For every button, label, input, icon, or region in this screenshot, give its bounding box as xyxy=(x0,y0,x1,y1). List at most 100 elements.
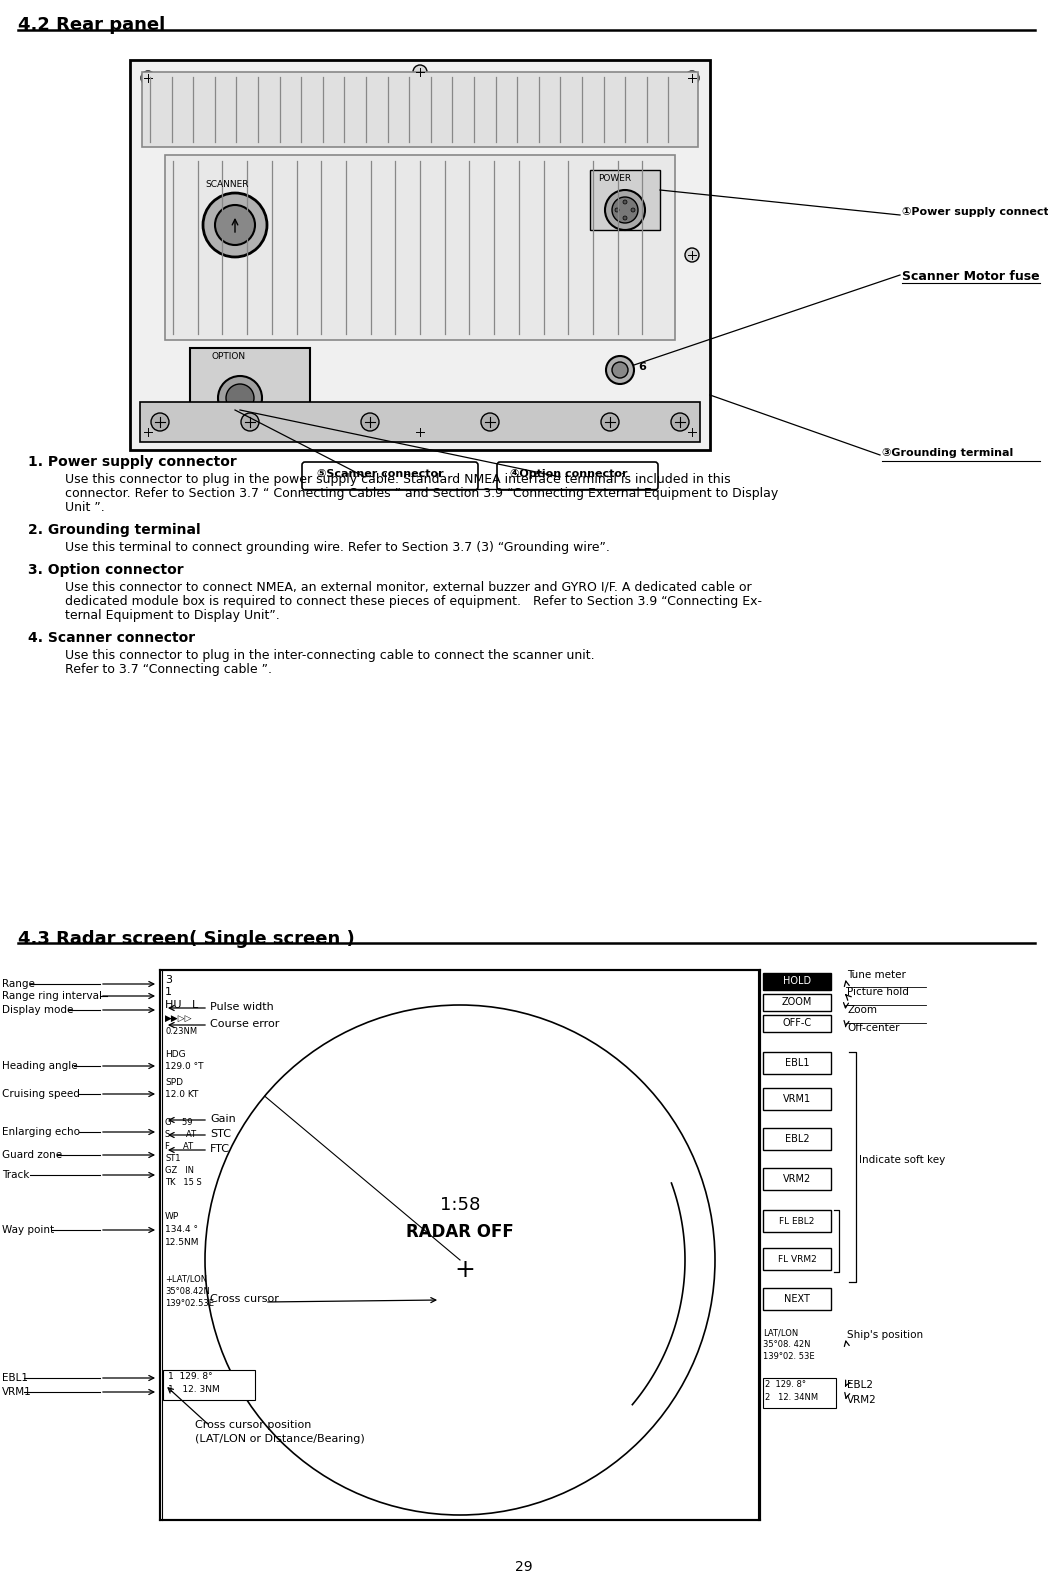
Bar xyxy=(763,1129,831,1151)
Circle shape xyxy=(205,1005,715,1515)
Circle shape xyxy=(612,197,638,223)
Circle shape xyxy=(685,71,699,86)
Text: Off-center: Off-center xyxy=(847,1022,899,1033)
Text: EBL1: EBL1 xyxy=(785,1059,809,1068)
Text: 134.4 °: 134.4 ° xyxy=(165,1225,198,1235)
Circle shape xyxy=(141,71,155,86)
Text: (LAT/LON or Distance/Bearing): (LAT/LON or Distance/Bearing) xyxy=(195,1434,365,1444)
Text: +LAT/LON: +LAT/LON xyxy=(165,1274,208,1284)
Text: G    59: G 59 xyxy=(165,1117,193,1127)
Text: Display mode: Display mode xyxy=(2,1005,73,1014)
Text: FTC: FTC xyxy=(210,1144,230,1154)
Text: Scanner Motor fuse: Scanner Motor fuse xyxy=(902,269,1040,284)
Text: Cross cursor position: Cross cursor position xyxy=(195,1420,311,1430)
Circle shape xyxy=(151,414,169,431)
Text: Tune meter: Tune meter xyxy=(847,970,905,980)
Bar xyxy=(763,1209,831,1232)
Bar xyxy=(165,155,675,341)
Text: Enlarging echo: Enlarging echo xyxy=(2,1127,80,1136)
Text: EBL2: EBL2 xyxy=(847,1381,873,1390)
Circle shape xyxy=(361,414,379,431)
Circle shape xyxy=(623,216,627,220)
Text: Refer to 3.7 “Connecting cable ”.: Refer to 3.7 “Connecting cable ”. xyxy=(65,663,272,675)
Text: 139°02.53E: 139°02.53E xyxy=(165,1300,214,1308)
Text: FL EBL2: FL EBL2 xyxy=(780,1217,814,1225)
Circle shape xyxy=(203,193,267,257)
Bar xyxy=(140,403,700,442)
Text: 4.2 Rear panel: 4.2 Rear panel xyxy=(18,16,166,33)
FancyBboxPatch shape xyxy=(497,461,658,490)
Text: GZ   IN: GZ IN xyxy=(165,1167,194,1174)
Text: 2. Grounding terminal: 2. Grounding terminal xyxy=(28,523,200,537)
Text: WP: WP xyxy=(165,1213,179,1220)
Text: EBL2: EBL2 xyxy=(785,1133,809,1144)
Text: Pulse width: Pulse width xyxy=(210,1002,274,1011)
Circle shape xyxy=(413,425,427,439)
Bar xyxy=(590,170,660,230)
Text: Unit ”.: Unit ”. xyxy=(65,501,105,514)
Text: ①Power supply connector: ①Power supply connector xyxy=(902,208,1048,217)
Bar xyxy=(160,970,760,1520)
Text: Ship's position: Ship's position xyxy=(847,1330,923,1339)
Text: Track: Track xyxy=(2,1170,29,1179)
Bar xyxy=(763,1052,831,1075)
Text: Cruising speed: Cruising speed xyxy=(2,1089,80,1098)
Text: ④Option connector: ④Option connector xyxy=(510,469,628,479)
Bar xyxy=(190,349,310,426)
Text: TK   15 S: TK 15 S xyxy=(165,1178,202,1187)
Text: 2   12. 34NM: 2 12. 34NM xyxy=(765,1393,818,1403)
Bar xyxy=(763,1247,831,1270)
Circle shape xyxy=(226,384,254,412)
Circle shape xyxy=(141,425,155,439)
Text: POWER: POWER xyxy=(598,174,631,182)
Text: Guard zone: Guard zone xyxy=(2,1151,62,1160)
Text: 129.0 °T: 129.0 °T xyxy=(165,1062,203,1071)
Text: 35°08. 42N: 35°08. 42N xyxy=(763,1339,810,1349)
Text: HDG: HDG xyxy=(165,1049,185,1059)
Circle shape xyxy=(612,361,628,377)
Text: ③Grounding terminal: ③Grounding terminal xyxy=(882,449,1013,458)
Circle shape xyxy=(631,208,635,212)
Text: 3. Option connector: 3. Option connector xyxy=(28,563,183,577)
Text: F     AT: F AT xyxy=(165,1143,193,1151)
Circle shape xyxy=(671,414,689,431)
Text: ZOOM: ZOOM xyxy=(782,997,812,1006)
Text: NEXT: NEXT xyxy=(784,1293,810,1304)
Text: 1   12. 3NM: 1 12. 3NM xyxy=(168,1385,220,1393)
Text: HU   L: HU L xyxy=(165,1000,198,1010)
Text: Range: Range xyxy=(2,980,35,989)
Text: Gain: Gain xyxy=(210,1114,236,1124)
Circle shape xyxy=(606,357,634,384)
Text: Use this terminal to connect grounding wire. Refer to Section 3.7 (3) “Grounding: Use this terminal to connect grounding w… xyxy=(65,540,610,555)
Text: +: + xyxy=(455,1258,476,1282)
Circle shape xyxy=(685,247,699,262)
Text: Picture hold: Picture hold xyxy=(847,987,909,997)
Text: Use this connector to plug in the power supply cable. Standard NMEA interface te: Use this connector to plug in the power … xyxy=(65,472,730,487)
Circle shape xyxy=(605,190,645,230)
Text: ST1: ST1 xyxy=(165,1154,180,1163)
Text: Range ring interval: Range ring interval xyxy=(2,991,102,1002)
Text: 6: 6 xyxy=(638,361,646,372)
Bar xyxy=(763,1168,831,1190)
Text: 1. Power supply connector: 1. Power supply connector xyxy=(28,455,237,469)
Text: Use this connector to plug in the inter-connecting cable to connect the scanner : Use this connector to plug in the inter-… xyxy=(65,648,594,663)
Text: 3: 3 xyxy=(165,975,172,984)
Text: 0.23NM: 0.23NM xyxy=(165,1027,197,1037)
Text: 1:58: 1:58 xyxy=(440,1197,480,1214)
Circle shape xyxy=(623,200,627,204)
Bar xyxy=(763,1087,831,1110)
Text: Cross cursor: Cross cursor xyxy=(210,1293,279,1304)
Text: 4. Scanner connector: 4. Scanner connector xyxy=(28,631,195,645)
FancyBboxPatch shape xyxy=(302,461,478,490)
Circle shape xyxy=(601,414,619,431)
Circle shape xyxy=(481,414,499,431)
Text: 35°08.42N: 35°08.42N xyxy=(165,1287,210,1297)
Text: 2  129. 8°: 2 129. 8° xyxy=(765,1381,806,1388)
Circle shape xyxy=(615,208,619,212)
Text: VRM1: VRM1 xyxy=(783,1094,811,1105)
Text: 12.5NM: 12.5NM xyxy=(165,1238,199,1247)
Text: Way point: Way point xyxy=(2,1225,54,1235)
Text: VRM2: VRM2 xyxy=(847,1395,877,1404)
Text: 4.3 Radar screen( Single screen ): 4.3 Radar screen( Single screen ) xyxy=(18,930,355,948)
Text: Indicate soft key: Indicate soft key xyxy=(859,1155,945,1165)
